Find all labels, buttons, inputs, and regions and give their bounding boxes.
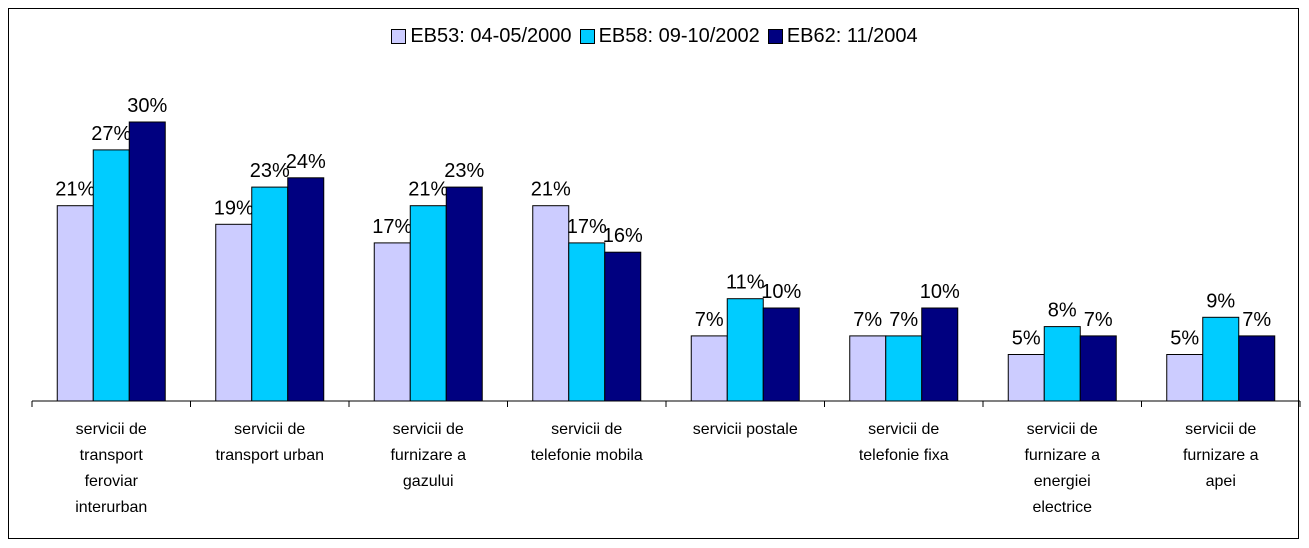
value-label: 19% — [214, 197, 254, 219]
bar — [726, 298, 764, 402]
legend: EB53: 04-05/2000 EB58: 09-10/2002 EB62: 11… — [0, 25, 1309, 48]
bar — [1202, 316, 1240, 402]
value-label: 7% — [853, 309, 882, 331]
chart-frame — [8, 8, 1299, 539]
x-tick-label: servicii de furnizare a gazului — [390, 421, 467, 490]
legend-item: EB58: 09-10/2002 — [579, 25, 760, 48]
value-label: 9% — [1206, 290, 1235, 312]
legend-swatch — [767, 29, 783, 44]
value-label: 24% — [286, 151, 326, 173]
bar — [1238, 335, 1276, 402]
value-label: 23% — [250, 160, 290, 182]
bar — [604, 251, 642, 402]
value-label: 7% — [1084, 309, 1113, 331]
legend-item: EB53: 04-05/2000 — [391, 25, 572, 48]
value-label: 7% — [889, 309, 918, 331]
x-tick-label: servicii postale — [692, 421, 798, 438]
bar — [56, 205, 94, 402]
value-label: 16% — [603, 225, 643, 247]
bar — [409, 205, 447, 402]
bar — [445, 186, 483, 402]
legend-label: EB58: 09-10/2002 — [598, 25, 760, 47]
bar — [287, 177, 325, 402]
value-label: 11% — [726, 272, 765, 294]
bar — [921, 307, 959, 402]
value-label: 21% — [55, 179, 95, 201]
value-label: 5% — [1170, 328, 1199, 350]
bar — [1079, 335, 1117, 402]
x-tick-label: servicii de furnizare a energiei electri… — [1024, 421, 1101, 516]
bar — [849, 335, 887, 402]
value-label: 17% — [567, 216, 607, 238]
bar — [885, 335, 923, 402]
bar — [1007, 354, 1045, 402]
bar — [532, 205, 570, 402]
bar — [92, 149, 130, 402]
x-tick-label: servicii de telefonie mobila — [530, 421, 643, 464]
legend-swatch — [391, 29, 407, 44]
bar — [762, 307, 800, 402]
value-label: 21% — [531, 179, 571, 201]
value-label: 7% — [1242, 309, 1271, 331]
value-label: 10% — [761, 281, 801, 303]
value-label: 23% — [444, 160, 484, 182]
bar — [215, 223, 253, 402]
bar — [1043, 326, 1081, 402]
x-tick-label: servicii de transport urban — [215, 421, 324, 464]
value-label: 7% — [695, 309, 724, 331]
bar — [690, 335, 728, 402]
value-label: 21% — [408, 179, 448, 201]
value-label: 27% — [91, 123, 131, 145]
legend-item: EB62: 11/2004 — [767, 25, 918, 48]
bar — [568, 242, 606, 402]
value-label: 17% — [372, 216, 412, 238]
x-tick-label: servicii de transport feroviar interurba… — [75, 421, 148, 516]
legend-label: EB62: 11/2004 — [786, 25, 918, 47]
x-tick-label: servicii de furnizare a apei — [1182, 421, 1259, 490]
bar — [1166, 354, 1204, 402]
legend-label: EB53: 04-05/2000 — [410, 25, 572, 47]
bar — [251, 186, 289, 402]
x-tick-label: servicii de telefonie fixa — [858, 421, 949, 464]
value-label: 8% — [1048, 300, 1077, 322]
value-label: 10% — [920, 281, 960, 303]
value-label: 5% — [1012, 328, 1041, 350]
value-label: 30% — [127, 95, 167, 117]
bar — [373, 242, 411, 402]
legend-swatch — [579, 29, 595, 44]
bar — [128, 121, 166, 402]
